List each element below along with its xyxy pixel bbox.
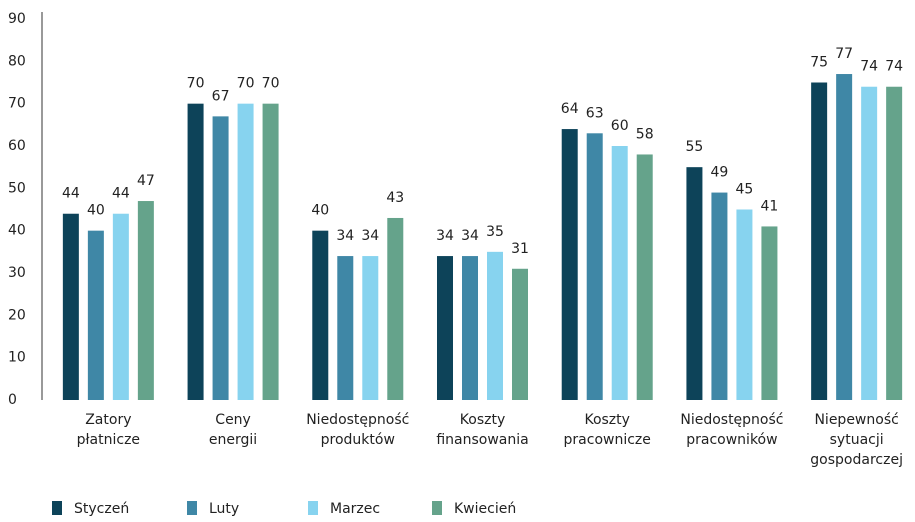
bar — [112, 213, 129, 400]
value-label: 64 — [561, 101, 579, 117]
value-label: 44 — [112, 186, 130, 202]
y-tick-label: 10 — [8, 350, 26, 366]
y-tick-label: 50 — [8, 180, 26, 196]
bar — [811, 82, 828, 400]
bar — [487, 251, 503, 400]
bar — [437, 256, 453, 400]
x-tick-label: Zatory — [85, 412, 131, 428]
bar — [337, 256, 354, 400]
value-label: 34 — [461, 228, 479, 244]
y-tick-label: 90 — [8, 11, 26, 27]
value-label: 34 — [336, 228, 354, 244]
value-label: 70 — [187, 76, 205, 92]
bar — [761, 226, 778, 400]
x-tick-label: płatnicze — [77, 432, 140, 448]
x-tick-label: Koszty — [460, 412, 505, 428]
x-tick-label: Koszty — [584, 412, 629, 428]
bar — [312, 230, 329, 400]
x-tick-label: finansowania — [436, 432, 528, 448]
bar — [512, 268, 528, 400]
legend-label: Styczeń — [74, 501, 129, 517]
value-label: 40 — [311, 203, 329, 219]
legend-label: Marzec — [330, 501, 380, 517]
legend-swatch — [308, 501, 318, 515]
bar — [586, 133, 603, 401]
value-label: 70 — [262, 76, 280, 92]
bar — [87, 230, 104, 400]
y-tick-label: 80 — [8, 53, 26, 69]
x-tick-label: pracowników — [686, 432, 777, 448]
value-label: 31 — [511, 241, 529, 257]
bar — [462, 256, 478, 400]
bar — [861, 86, 878, 400]
value-label: 67 — [212, 88, 230, 104]
value-label: 70 — [237, 76, 255, 92]
bar — [187, 103, 204, 401]
y-tick-label: 0 — [8, 392, 17, 408]
value-label: 77 — [835, 46, 853, 62]
y-tick-label: 60 — [8, 138, 26, 154]
bar — [711, 192, 728, 400]
value-label: 47 — [137, 173, 155, 189]
bar — [237, 103, 254, 401]
bar — [836, 74, 853, 401]
x-tick-label: sytuacji — [830, 432, 884, 448]
value-label: 60 — [611, 118, 629, 134]
value-label: 74 — [860, 59, 878, 75]
value-label: 43 — [386, 190, 404, 206]
bar — [212, 116, 229, 400]
x-tick-label: Ceny — [215, 412, 251, 428]
x-tick-label: pracownicze — [564, 432, 651, 448]
value-label: 74 — [885, 59, 903, 75]
x-tick-label: produktów — [321, 432, 395, 448]
value-label: 44 — [62, 186, 80, 202]
value-label: 58 — [636, 126, 654, 142]
x-tick-label: Niedostępność — [680, 412, 783, 428]
x-tick-label: Niedostępność — [306, 412, 409, 428]
value-label: 45 — [736, 182, 754, 198]
legend-swatch — [187, 501, 197, 515]
x-tick-label: energii — [209, 432, 257, 448]
legend-swatch — [52, 501, 62, 515]
value-label: 55 — [686, 139, 704, 155]
value-label: 40 — [87, 203, 105, 219]
y-tick-label: 30 — [8, 265, 26, 281]
legend-label: Kwiecień — [454, 501, 516, 517]
value-label: 34 — [436, 228, 454, 244]
value-label: 41 — [761, 198, 779, 214]
y-tick-label: 40 — [8, 223, 26, 239]
bar — [137, 201, 154, 400]
bar — [561, 129, 578, 401]
y-tick-label: 20 — [8, 307, 26, 323]
bar — [62, 213, 79, 400]
y-tick-label: 70 — [8, 96, 26, 112]
value-label: 63 — [586, 105, 604, 121]
bar — [686, 167, 703, 400]
value-label: 49 — [711, 165, 729, 181]
value-label: 34 — [361, 228, 379, 244]
value-label: 75 — [810, 55, 828, 71]
bar — [736, 209, 753, 400]
x-tick-label: gospodarczej — [810, 452, 903, 468]
bar — [387, 217, 404, 400]
value-label: 35 — [486, 224, 504, 240]
bar — [611, 146, 628, 400]
bar — [262, 103, 279, 401]
bar — [636, 154, 653, 400]
legend-label: Luty — [209, 501, 239, 517]
bar — [362, 256, 379, 400]
legend-swatch — [432, 501, 442, 515]
x-tick-label: Niepewność — [814, 412, 898, 428]
bar — [886, 86, 903, 400]
